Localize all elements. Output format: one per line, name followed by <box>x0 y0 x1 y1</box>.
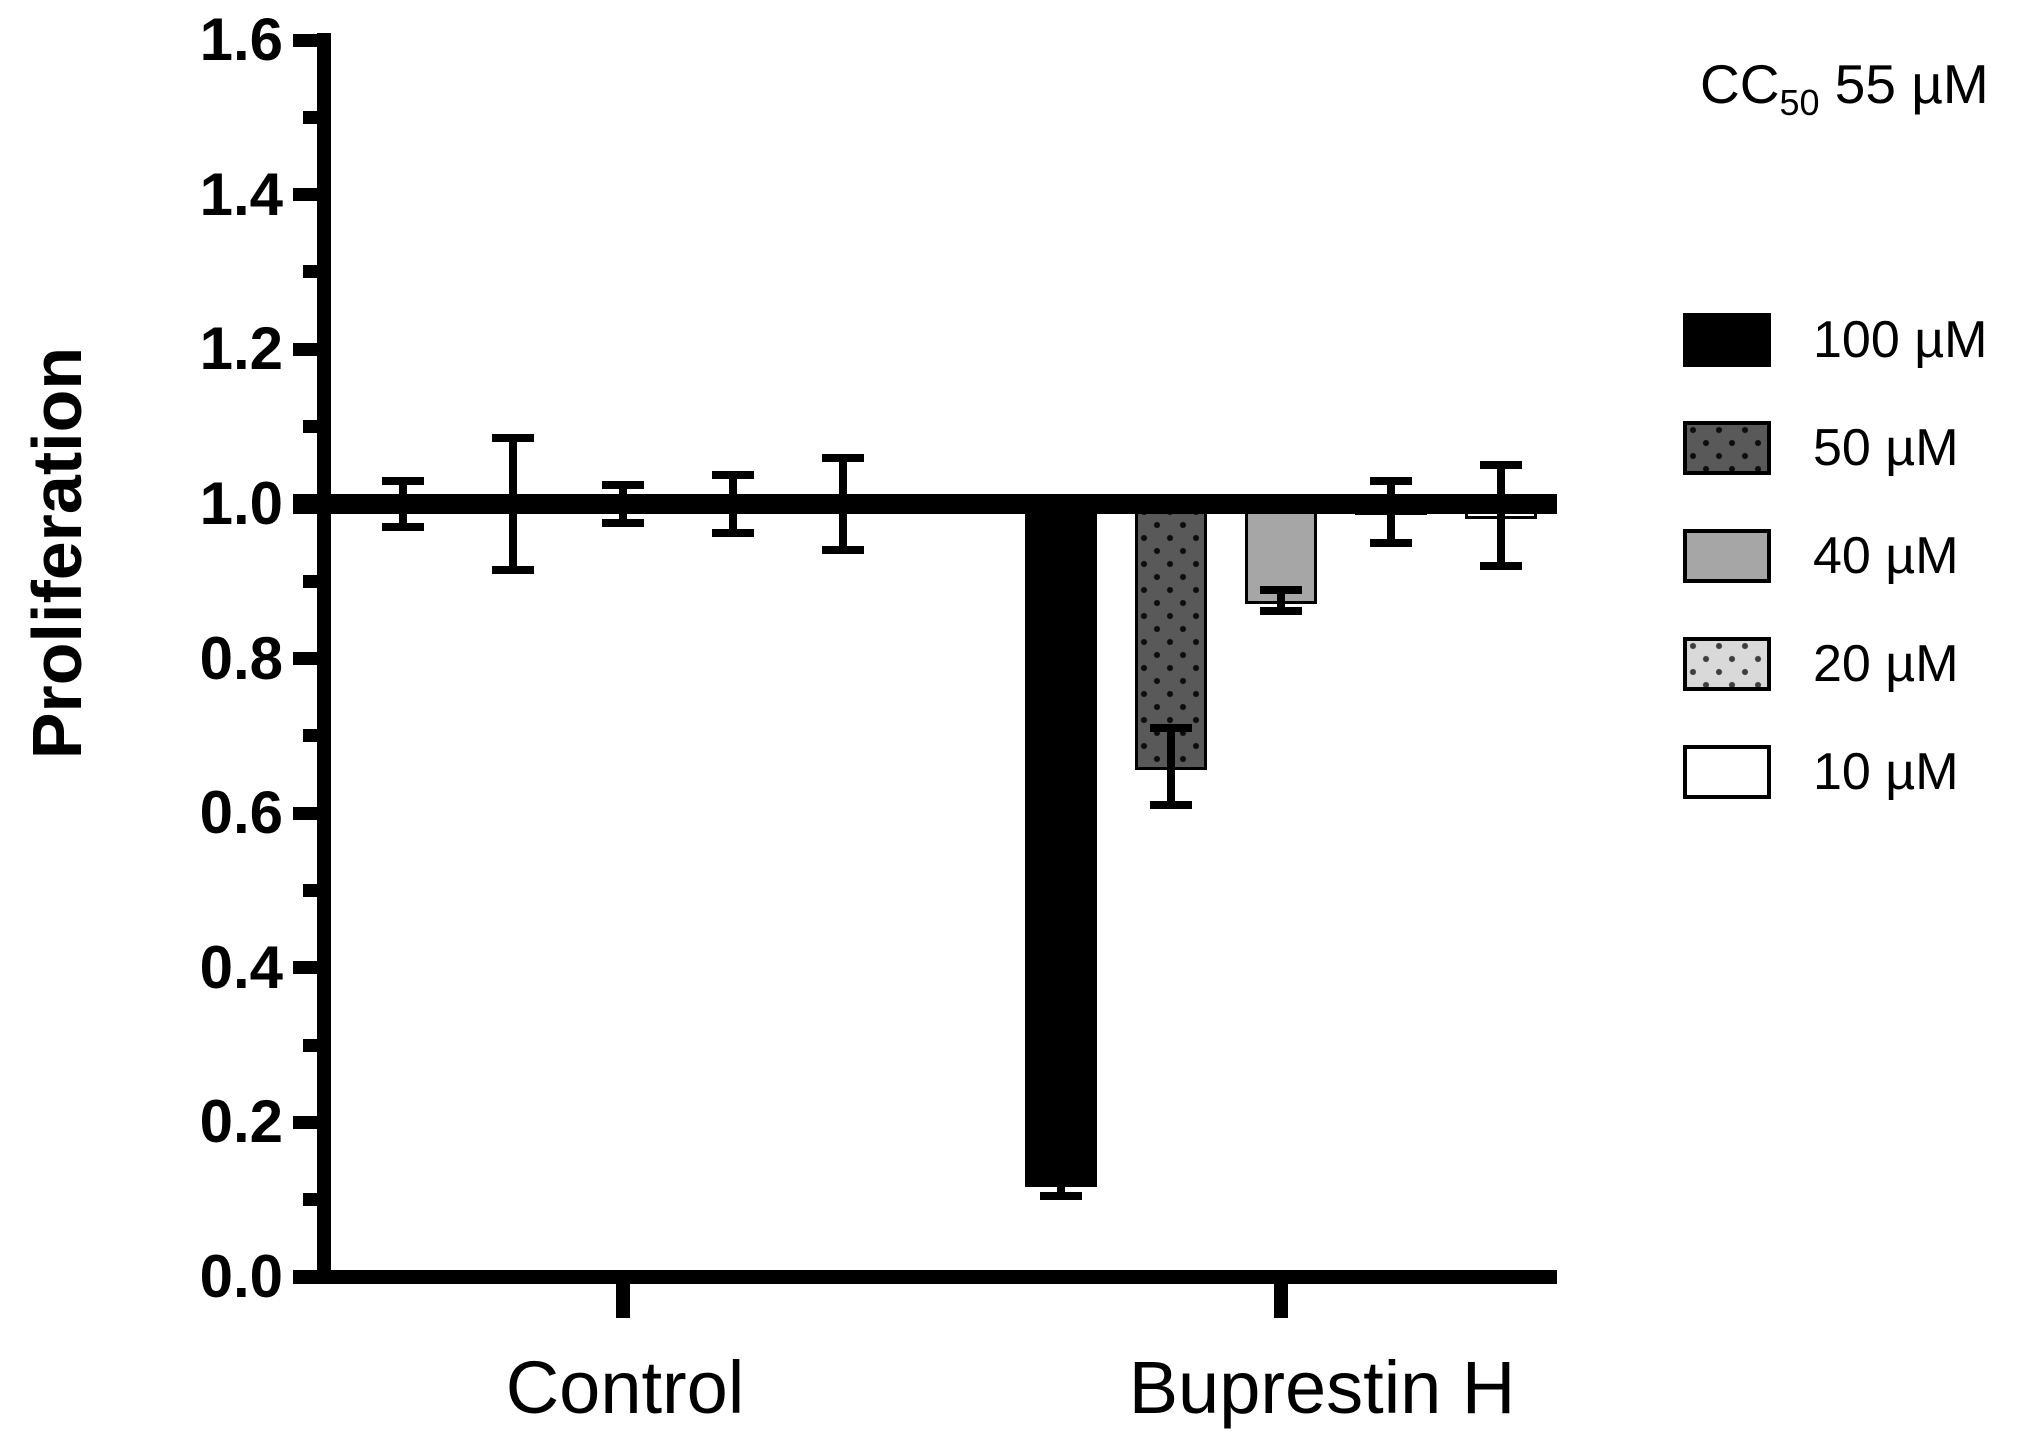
legend-swatch-50-m <box>1683 421 1771 475</box>
y-minor-tick <box>303 575 331 588</box>
y-tick-label: 1.4 <box>199 161 283 228</box>
error-bar-whisker <box>1057 1173 1065 1196</box>
y-axis-title: Proliferation <box>18 346 96 760</box>
baseline-reference-line <box>293 493 1557 514</box>
error-bar-whisker <box>1387 481 1395 543</box>
legend-label: 20 µM <box>1813 635 1959 693</box>
y-major-tick <box>293 188 331 201</box>
error-bar-cap-bottom <box>1480 562 1522 570</box>
x-axis-line <box>293 1270 1557 1284</box>
legend-label: 40 µM <box>1813 527 1959 585</box>
error-bar-cap-bottom <box>492 566 534 574</box>
legend-row-50-m: 50 µM <box>1683 418 1987 478</box>
y-tick-label: 0.6 <box>199 779 283 846</box>
error-bar-cap-top <box>1480 461 1522 469</box>
error-bar-cap-bottom <box>1040 1192 1082 1200</box>
y-minor-tick <box>303 111 331 124</box>
cc50-annotation: CC50 55 µM <box>1700 52 1989 121</box>
y-minor-tick <box>303 1193 331 1206</box>
error-bar-cap-top <box>712 471 754 479</box>
legend-label: 50 µM <box>1813 419 1959 477</box>
error-bar-cap-bottom <box>602 519 644 527</box>
x-tick-buprestin-h <box>1274 1284 1288 1318</box>
error-bar-cap-bottom <box>822 546 864 554</box>
error-bar-whisker <box>399 481 407 527</box>
y-tick-label: 0.4 <box>199 934 283 1001</box>
error-bar-cap-bottom <box>712 529 754 537</box>
x-category-label-control: Control <box>505 1346 745 1429</box>
legend-swatch-10-m <box>1683 745 1771 799</box>
error-bar-cap-bottom <box>382 523 424 531</box>
y-major-tick <box>293 343 331 356</box>
error-bar-cap-bottom <box>1150 801 1192 809</box>
error-bar-cap-bottom <box>1260 607 1302 615</box>
y-tick-label: 0.2 <box>199 1088 283 1155</box>
y-major-tick <box>293 1116 331 1129</box>
y-minor-tick <box>303 420 331 433</box>
legend-row-40-m: 40 µM <box>1683 526 1987 586</box>
legend-swatch-40-m <box>1683 529 1771 583</box>
legend-row-100-m: 100 µM <box>1683 310 1987 370</box>
legend-label: 100 µM <box>1813 311 1988 369</box>
y-major-tick <box>293 34 331 47</box>
y-minor-tick <box>303 265 331 278</box>
error-bar-cap-top <box>382 477 424 485</box>
y-major-tick <box>293 1271 331 1284</box>
y-major-tick <box>293 807 331 820</box>
error-bar-whisker <box>1167 728 1175 805</box>
y-major-tick <box>293 497 331 510</box>
error-bar-cap-top <box>1370 477 1412 485</box>
y-tick-label: 1.2 <box>199 315 283 382</box>
error-bar-cap-top <box>602 481 644 489</box>
y-minor-tick <box>303 729 331 742</box>
cc50-text: CC <box>1700 53 1780 115</box>
error-bar-cap-top <box>822 454 864 462</box>
error-bar-cap-top <box>1150 724 1192 732</box>
y-tick-label: 0.0 <box>199 1243 283 1310</box>
y-tick-label: 1.0 <box>199 470 283 537</box>
legend-row-20-m: 20 µM <box>1683 634 1987 694</box>
error-bar-whisker <box>1277 590 1285 610</box>
legend-swatch-100-m <box>1683 313 1771 367</box>
error-bar-whisker <box>729 475 737 534</box>
cc50-value: 55 µM <box>1819 53 1989 115</box>
error-bar-whisker <box>839 458 847 551</box>
error-bar-cap-top <box>492 434 534 442</box>
legend-swatch-20-m <box>1683 637 1771 691</box>
cc50-subscript: 50 <box>1779 82 1820 123</box>
y-minor-tick <box>303 1039 331 1052</box>
legend: 100 µM 50 µM 40 µM 20 µM 10 µM <box>1683 310 1987 850</box>
x-tick-control <box>616 1284 630 1318</box>
y-tick-label: 0.8 <box>199 625 283 692</box>
legend-row-10-m: 10 µM <box>1683 742 1987 802</box>
y-minor-tick <box>303 884 331 897</box>
error-bar-cap-bottom <box>1370 539 1412 547</box>
y-major-tick <box>293 652 331 665</box>
error-bar-whisker <box>619 485 627 524</box>
error-bar-cap-top <box>1260 586 1302 594</box>
legend-label: 10 µM <box>1813 743 1959 801</box>
bar-buprestin-h-100-m <box>1025 504 1097 1187</box>
y-tick-label: 1.6 <box>199 6 283 73</box>
x-category-label-buprestin-h: Buprestin H <box>1128 1346 1516 1429</box>
error-bar-whisker <box>1497 465 1505 566</box>
error-bar-cap-top <box>1040 1169 1082 1177</box>
bar-buprestin-h-50-m <box>1135 504 1207 770</box>
y-major-tick <box>293 961 331 974</box>
error-bar-whisker <box>509 438 517 569</box>
